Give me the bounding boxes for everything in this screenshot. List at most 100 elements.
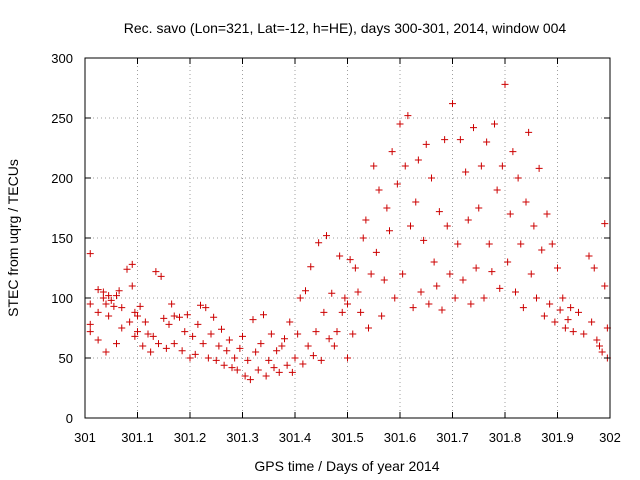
data-point (530, 222, 538, 230)
data-point (105, 312, 113, 320)
data-point (488, 268, 496, 276)
data-point (118, 304, 126, 312)
data-point (512, 288, 519, 296)
data-point (141, 318, 149, 326)
chart-title: Rec. savo (Lon=321, Lat=-12, h=HE), days… (124, 20, 567, 36)
data-point (304, 342, 312, 350)
data-point (401, 162, 409, 170)
data-point (588, 318, 596, 326)
data-points (86, 80, 611, 384)
data-point (367, 270, 375, 278)
data-point (425, 300, 433, 308)
data-point (99, 288, 107, 296)
data-point (191, 350, 199, 358)
data-point (186, 354, 194, 362)
data-point (491, 120, 498, 128)
data-point (567, 304, 575, 312)
y-tick-label: 250 (51, 111, 73, 126)
data-point (260, 311, 267, 319)
data-point (386, 227, 393, 235)
data-point (244, 356, 252, 364)
data-point (134, 312, 141, 320)
data-point (338, 308, 346, 316)
data-point (585, 252, 593, 260)
data-point (517, 240, 525, 248)
data-point (99, 294, 107, 302)
data-point (202, 304, 210, 312)
data-point (493, 186, 501, 194)
data-point (428, 174, 435, 182)
data-point (388, 148, 396, 156)
data-point (233, 366, 241, 374)
data-point (378, 312, 386, 320)
data-point (598, 348, 606, 356)
data-point (546, 300, 554, 308)
data-point (375, 186, 383, 194)
data-point (441, 136, 449, 144)
data-point (333, 328, 341, 336)
data-point (320, 308, 328, 316)
data-point (596, 342, 603, 350)
data-point (236, 344, 244, 352)
data-point (370, 162, 378, 170)
data-point (467, 300, 475, 308)
data-point (393, 180, 401, 188)
data-point (102, 300, 110, 308)
data-point (372, 248, 380, 256)
y-tick-label: 100 (51, 291, 73, 306)
data-point (477, 162, 485, 170)
data-point (136, 302, 144, 310)
data-point (152, 268, 160, 276)
data-point (162, 344, 170, 352)
x-tick-label: 301.2 (174, 430, 207, 445)
x-tick-label: 301.9 (541, 430, 574, 445)
data-point (383, 204, 391, 212)
data-point (286, 318, 294, 326)
data-point (204, 354, 212, 362)
x-tick-label: 301.6 (384, 430, 417, 445)
axis-ticks: 301 301.1 301.2 301.3 301.4 301.5 301.6 301.7 30… (51, 51, 621, 445)
data-point (94, 336, 102, 344)
data-point (86, 300, 94, 308)
data-point (283, 361, 291, 369)
data-point (420, 236, 428, 244)
data-point (380, 276, 388, 284)
data-point (435, 208, 443, 216)
data-point (325, 335, 333, 343)
data-point (165, 320, 173, 328)
data-point (504, 258, 512, 266)
data-point (575, 308, 582, 316)
data-point (215, 342, 223, 350)
x-tick-label: 301.7 (436, 430, 469, 445)
data-point (409, 304, 417, 312)
data-point (278, 342, 286, 350)
data-point (302, 287, 309, 295)
x-tick-label: 301.5 (331, 430, 364, 445)
data-point (538, 246, 546, 254)
data-point (328, 289, 336, 297)
data-point (281, 335, 288, 343)
data-point (312, 328, 320, 336)
data-point (147, 348, 155, 356)
data-point (485, 240, 493, 248)
data-point (105, 292, 113, 300)
data-point (351, 264, 359, 272)
data-point (168, 300, 176, 308)
data-point (220, 361, 228, 369)
data-point (223, 347, 231, 355)
data-point (525, 128, 533, 136)
data-point (543, 210, 551, 218)
data-point (396, 120, 404, 128)
data-point (480, 294, 488, 302)
data-point (309, 352, 317, 360)
data-point (86, 320, 94, 328)
data-point (475, 204, 483, 212)
data-point (341, 294, 349, 302)
data-point (128, 282, 136, 290)
data-point (522, 198, 530, 206)
data-point (535, 164, 543, 172)
data-point (315, 239, 323, 247)
data-point (262, 372, 270, 380)
data-point (218, 325, 225, 333)
data-point (344, 354, 351, 362)
